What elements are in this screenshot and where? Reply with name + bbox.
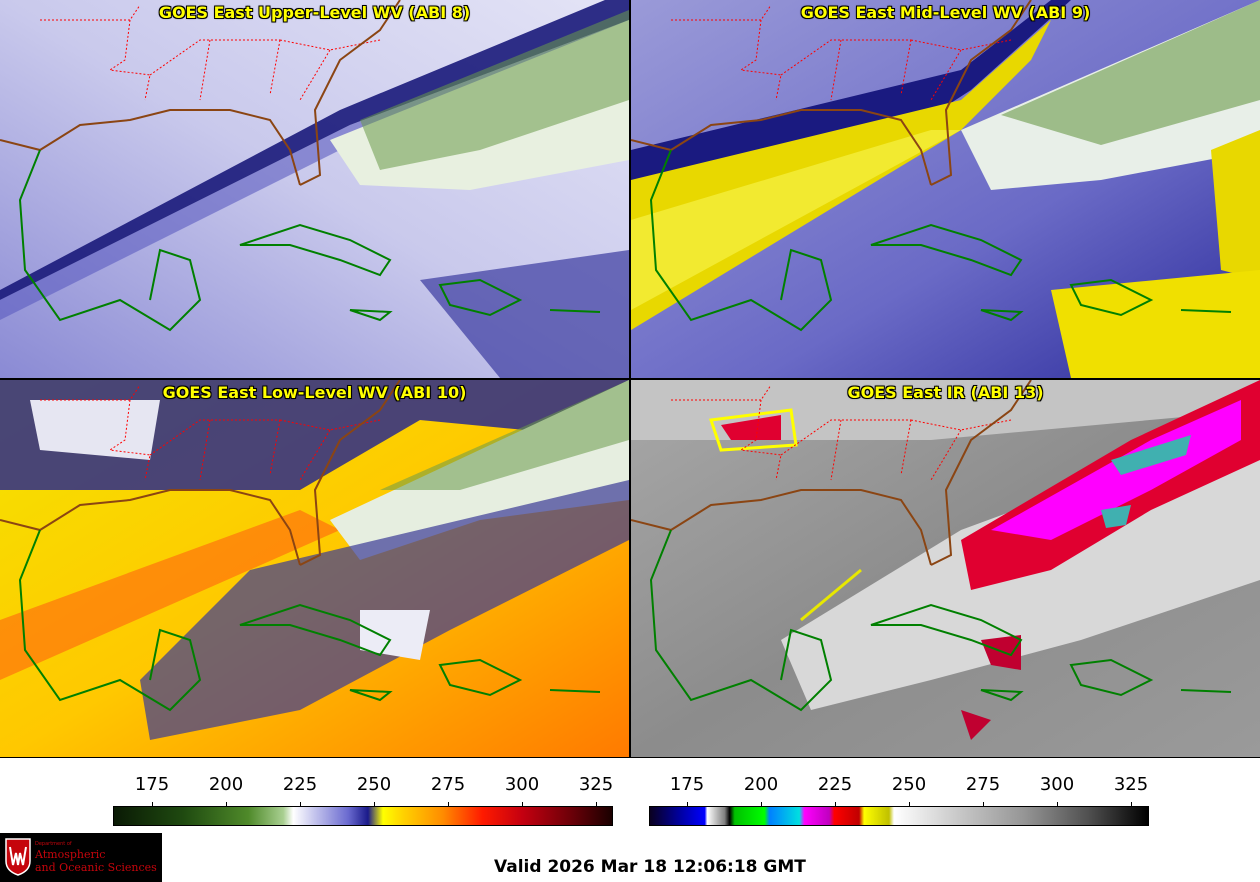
low-level-wv-panel: GOES East Low-Level WV (ABI 10)	[0, 380, 629, 758]
tick-label: 200	[208, 774, 244, 795]
wv-colorbar: 175 200 225 250 275 300 325	[113, 774, 614, 826]
tick-label: 250	[356, 774, 392, 795]
tick-label: 325	[578, 774, 614, 795]
tick-mark	[761, 802, 762, 806]
tick-mark	[448, 802, 449, 806]
upper-level-wv-image	[0, 0, 629, 378]
tick-mark	[1057, 802, 1058, 806]
tick-mark	[687, 802, 688, 806]
uw-crest-icon	[5, 838, 31, 876]
tick-label: 175	[134, 774, 170, 795]
valid-time: Valid 2026 Mar 18 12:06:18 GMT	[494, 857, 806, 877]
tick-mark	[374, 802, 375, 806]
panel-title: GOES East Mid-Level WV (ABI 9)	[800, 3, 1091, 22]
tick-mark	[300, 802, 301, 806]
panel-title: GOES East Low-Level WV (ABI 10)	[162, 383, 467, 402]
ir-image	[631, 380, 1260, 758]
ir-colorbar-gradient	[649, 806, 1149, 826]
tick-mark	[152, 802, 153, 806]
tick-mark	[596, 802, 597, 806]
tick-label: 200	[743, 774, 779, 795]
panel-title: GOES East IR (ABI 13)	[847, 383, 1044, 402]
ir-colorbar-ticks: 175 200 225 250 275 300 325	[649, 774, 1149, 798]
tick-label: 300	[504, 774, 540, 795]
tick-label: 250	[891, 774, 927, 795]
wv-colorbar-gradient	[113, 806, 613, 826]
ir-colorbar: 175 200 225 250 275 300 325	[649, 774, 1149, 826]
logo-name-line1: Atmospheric	[35, 848, 106, 861]
tick-label: 275	[965, 774, 1001, 795]
ir-panel: GOES East IR (ABI 13)	[631, 380, 1260, 758]
mid-level-wv-image	[631, 0, 1260, 378]
tick-mark	[1131, 802, 1132, 806]
tick-mark	[522, 802, 523, 806]
tick-label: 175	[669, 774, 705, 795]
panel-bottom-border	[0, 757, 1260, 758]
logo-dept-text: Department of	[35, 841, 72, 847]
tick-label: 225	[282, 774, 318, 795]
tick-label: 225	[817, 774, 853, 795]
logo-name-line2: and Oceanic Sciences	[35, 861, 157, 874]
tick-mark	[909, 802, 910, 806]
tick-label: 275	[430, 774, 466, 795]
tick-mark	[835, 802, 836, 806]
tick-mark	[226, 802, 227, 806]
tick-mark	[983, 802, 984, 806]
upper-level-wv-panel: GOES East Upper-Level WV (ABI 8)	[0, 0, 629, 378]
mid-level-wv-panel: GOES East Mid-Level WV (ABI 9)	[631, 0, 1260, 378]
wv-colorbar-ticks: 175 200 225 250 275 300 325	[113, 774, 614, 798]
panel-divider-horizontal	[0, 378, 1260, 380]
low-level-wv-image	[0, 380, 629, 758]
panel-title: GOES East Upper-Level WV (ABI 8)	[158, 3, 471, 22]
tick-label: 300	[1039, 774, 1075, 795]
aos-logo: Department of Atmospheric and Oceanic Sc…	[0, 833, 162, 882]
tick-label: 325	[1113, 774, 1149, 795]
